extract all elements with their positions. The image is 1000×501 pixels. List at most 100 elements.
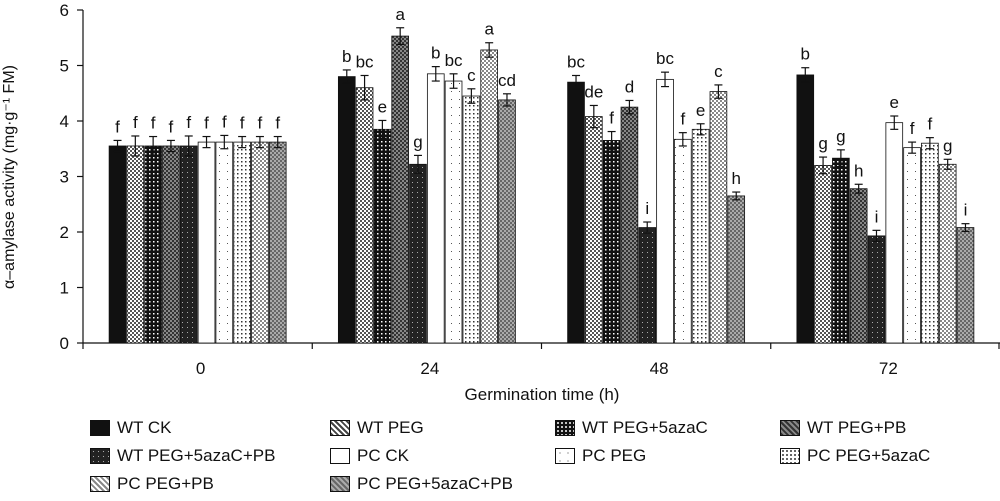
legend-item: PC PEG+5azaC: [780, 446, 930, 466]
y-tick-label: 3: [60, 168, 69, 187]
significance-label: g: [836, 127, 845, 146]
bar: [921, 142, 939, 344]
bar: [585, 116, 603, 344]
bar: [426, 73, 445, 344]
significance-label: h: [731, 169, 740, 188]
significance-label: e: [890, 93, 899, 112]
legend-label: WT PEG+5azaC: [582, 418, 708, 437]
x-tick-label: 0: [196, 359, 205, 378]
bar: [709, 91, 728, 344]
significance-label: bc: [445, 51, 463, 70]
bar: [197, 141, 216, 344]
bar: [233, 141, 251, 344]
legend-label: WT PEG+PB: [807, 418, 907, 437]
significance-label: f: [680, 110, 685, 129]
bar: [162, 145, 180, 344]
significance-label: c: [714, 62, 723, 81]
bar: [814, 164, 832, 344]
legend-swatch: [90, 420, 110, 436]
bar: [444, 80, 463, 344]
legend-swatch: [780, 420, 800, 436]
bar: [480, 49, 498, 344]
legend-swatch: [90, 448, 110, 464]
bar: [727, 195, 746, 344]
significance-label: e: [696, 101, 705, 120]
significance-label: g: [413, 132, 422, 151]
legend-label: PC PEG+5azaC+PB: [357, 474, 513, 493]
bar: [337, 76, 356, 344]
significance-label: h: [854, 161, 863, 180]
bar: [126, 145, 145, 344]
bar: [268, 141, 287, 344]
bar: [638, 227, 657, 344]
bar: [498, 99, 516, 344]
bar: [656, 78, 674, 344]
bar: [849, 188, 868, 344]
significance-label: a: [484, 20, 494, 39]
legend-label: PC CK: [357, 446, 409, 465]
legend-swatch: [780, 448, 800, 464]
legend-item: PC PEG: [555, 446, 646, 466]
significance-label: f: [222, 112, 227, 131]
significance-label: f: [275, 114, 280, 133]
significance-label: i: [875, 207, 879, 226]
legend-swatch: [330, 420, 350, 436]
y-tick-label: 0: [60, 334, 69, 353]
legend-label: PC PEG+PB: [117, 474, 214, 493]
y-tick-label: 4: [60, 112, 69, 131]
significance-label: i: [964, 201, 968, 220]
significance-label: f: [928, 115, 933, 134]
legend-item: PC PEG+PB: [90, 474, 214, 494]
legend-swatch: [555, 448, 575, 464]
significance-label: f: [609, 109, 614, 128]
legend-item: WT CK: [90, 418, 171, 438]
significance-label: c: [467, 66, 476, 85]
bar: [409, 163, 427, 344]
x-tick-label: 72: [879, 359, 898, 378]
significance-label: de: [584, 82, 603, 101]
significance-label: e: [378, 97, 387, 116]
bar: [144, 145, 162, 344]
significance-label: bc: [656, 49, 674, 68]
significance-label: cd: [498, 71, 516, 90]
legend-item: WT PEG+5azaC+PB: [90, 446, 275, 466]
legend-swatch: [330, 448, 350, 464]
significance-label: f: [151, 114, 156, 133]
bar: [903, 147, 921, 344]
bar: [938, 163, 957, 344]
x-tick-label: 48: [650, 359, 669, 378]
bar: [251, 141, 269, 344]
legend-item: WT PEG: [330, 418, 424, 438]
significance-label: b: [801, 45, 810, 64]
y-axis-label: α–amylase activity (mg·g⁻¹ FM): [1, 65, 18, 289]
bar: [885, 122, 904, 344]
significance-label: f: [186, 113, 191, 132]
legend-label: WT CK: [117, 418, 172, 437]
x-tick-label: 24: [420, 359, 439, 378]
significance-label: b: [342, 47, 351, 66]
bar: [956, 227, 975, 344]
x-axis-label: Germination time (h): [465, 385, 620, 404]
significance-label: f: [258, 114, 263, 133]
bar: [215, 141, 234, 344]
legend-item: WT PEG+5azaC: [555, 418, 708, 438]
significance-label: f: [169, 117, 174, 136]
bar: [602, 140, 621, 344]
bar: [674, 138, 692, 344]
bar: [620, 106, 639, 344]
legend-item: PC CK: [330, 446, 409, 466]
significance-label: i: [645, 199, 649, 218]
significance-label: d: [625, 77, 634, 96]
significance-label: bc: [567, 52, 585, 71]
legend-label: PC PEG+5azaC: [807, 446, 931, 465]
bar: [867, 235, 886, 344]
bar: [108, 145, 127, 344]
significance-label: f: [115, 117, 120, 136]
significance-label: f: [240, 114, 245, 133]
legend-swatch: [555, 420, 575, 436]
bar: [373, 128, 392, 344]
bar: [179, 145, 198, 344]
legend-label: WT PEG+5azaC+PB: [117, 446, 276, 465]
significance-label: g: [818, 134, 827, 153]
